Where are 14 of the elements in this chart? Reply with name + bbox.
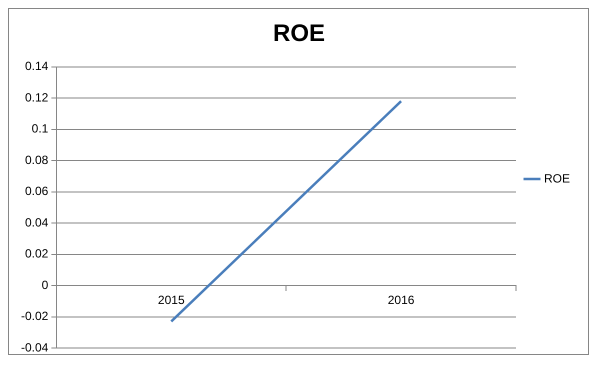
x-tick-label: 2016 (388, 293, 415, 308)
y-tick-label: -0.02 (20, 309, 49, 324)
y-tick-label: 0.14 (24, 59, 49, 74)
y-tick-label: 0.04 (24, 215, 49, 230)
x-tick-label: 2015 (158, 293, 185, 308)
y-tick-label: 0.02 (24, 246, 49, 261)
y-tick-label: 0.08 (24, 152, 49, 167)
legend-label: ROE (544, 171, 570, 186)
y-tick-label: 0 (42, 278, 49, 292)
y-tick-label: 0.1 (32, 122, 49, 136)
chart-title: ROE (272, 20, 326, 48)
y-tick-label: 0.12 (24, 90, 49, 104)
y-tick-label: 0.06 (24, 184, 49, 198)
y-tick-label: -0.04 (20, 340, 49, 354)
